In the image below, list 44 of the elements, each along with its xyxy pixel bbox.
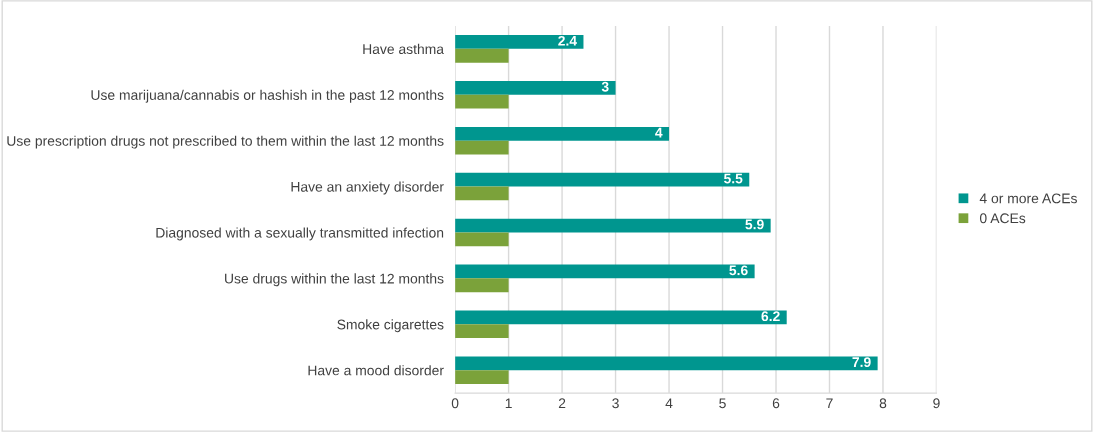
legend-label: 0 ACEs <box>979 213 1026 224</box>
data-label: 7.9 <box>852 357 871 368</box>
bar <box>455 81 616 95</box>
bar <box>455 172 750 187</box>
y-tick-label: Use prescription drugs not prescribed to them within the last 12 months <box>7 135 444 149</box>
data-label: 6.2 <box>761 311 780 322</box>
y-tick-label: Use drugs within the last 12 months <box>225 273 444 287</box>
bar <box>455 218 771 233</box>
data-label: 3 <box>601 81 609 92</box>
bar <box>455 186 509 201</box>
y-tick-label: Smoke cigarettes <box>337 319 444 333</box>
x-tick-label: 0 <box>451 398 459 409</box>
y-tick-label: Use marijuana/cannabis or hashish in the past 12 months <box>91 89 444 103</box>
x-tick-label: 4 <box>665 398 673 409</box>
x-tick-label: 2 <box>558 398 566 409</box>
bar <box>455 232 509 247</box>
bar <box>455 48 509 63</box>
bar <box>455 324 509 339</box>
x-tick-label: 6 <box>772 398 780 409</box>
bar <box>455 310 787 325</box>
y-tick-label: Have an anxiety disorder <box>291 181 444 195</box>
bar <box>455 356 878 371</box>
bar <box>455 94 509 109</box>
x-tick-label: 8 <box>879 398 887 409</box>
bar <box>455 35 584 49</box>
x-tick-label: 3 <box>612 398 619 409</box>
bar <box>455 278 509 293</box>
bar <box>455 370 509 384</box>
y-tick-label: Have asthma <box>363 43 444 55</box>
data-label: 5.6 <box>729 265 748 276</box>
legend-label: 4 or more ACEs <box>979 193 1077 204</box>
y-tick-label: Diagnosed with a sexually transmitted infection <box>156 227 444 241</box>
bar <box>455 264 755 279</box>
x-tick-label: 1 <box>505 398 512 409</box>
data-label: 5.5 <box>723 173 743 184</box>
data-label: 5.9 <box>745 219 764 230</box>
bar <box>455 126 670 141</box>
data-label: 2.4 <box>558 35 577 46</box>
x-tick-label: 7 <box>826 398 833 409</box>
x-tick-label: 5 <box>719 398 726 409</box>
x-tick-label: 9 <box>933 398 940 409</box>
y-tick-label: Have a mood disorder <box>308 365 444 376</box>
data-label: 4 <box>655 127 663 138</box>
bar <box>455 140 509 155</box>
